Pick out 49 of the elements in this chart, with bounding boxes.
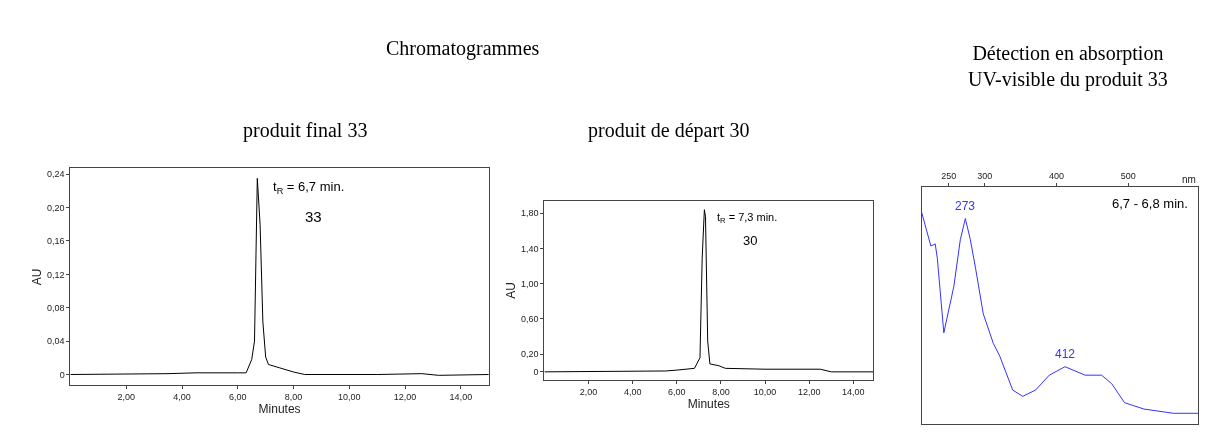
- chart-title: produit final 33: [243, 119, 368, 142]
- x-tick-label: 500: [1120, 171, 1136, 182]
- y-tick-label: 0,04: [47, 336, 65, 347]
- y-tick-label: 1,40: [521, 243, 539, 254]
- x-tick-label: 4,00: [623, 386, 642, 397]
- x-tick-label: 250: [941, 171, 957, 182]
- y-tick-label: 0,20: [521, 349, 539, 360]
- y-axis-title: AU: [504, 282, 519, 299]
- x-tick-label: 4,00: [173, 392, 191, 403]
- y-tick-label: 0,24: [47, 169, 65, 180]
- y-tick-label: 0,20: [47, 202, 65, 213]
- chart-title: produit de départ 30: [588, 119, 750, 142]
- x-tick-label: 8,00: [712, 386, 730, 397]
- annotation: 273: [955, 199, 976, 213]
- chart-title: Détection en absorption UV-visible du produit 33: [968, 42, 1168, 91]
- x-axis-title: nm: [1182, 174, 1196, 185]
- y-tick-label: 0,60: [521, 314, 539, 325]
- x-tick-label: 6,00: [668, 386, 686, 397]
- x-tick-label: 8,00: [284, 392, 303, 403]
- x-axis-title: Minutes: [687, 396, 730, 411]
- x-tick-label: 14,00: [449, 392, 473, 403]
- annotation: 30: [743, 233, 758, 248]
- line-series: [70, 177, 489, 376]
- y-tick-label: 0,12: [47, 269, 65, 280]
- y-tick-label: 0: [533, 367, 539, 378]
- y-tick-label: 1,80: [521, 208, 539, 219]
- x-tick-label: 14,00: [842, 386, 865, 397]
- y-tick-label: 0,08: [47, 302, 65, 313]
- annotation: 412: [1055, 347, 1076, 361]
- text: Chromatogrammes: [386, 37, 540, 60]
- line-series: [544, 209, 874, 373]
- x-tick-label: 12,00: [393, 392, 417, 403]
- x-axis-title: Minutes: [258, 402, 301, 417]
- annotation: 33: [305, 208, 322, 225]
- annotation: t$_{R}$ = 6,7 min.: [273, 179, 345, 196]
- y-tick-label: 1,00: [521, 278, 539, 289]
- x-tick-label: 2,00: [117, 392, 135, 403]
- x-tick-label: 2,00: [579, 386, 598, 397]
- x-tick-label: 10,00: [338, 392, 361, 403]
- y-axis-title: AU: [30, 268, 45, 286]
- y-tick-label: 0: [59, 369, 65, 380]
- x-tick-label: 10,00: [753, 386, 777, 397]
- x-tick-label: 12,00: [797, 386, 821, 397]
- x-tick-label: 300: [977, 171, 993, 182]
- annotation: t$_{R}$ = 7,3 min.: [717, 211, 778, 226]
- x-tick-label: 6,00: [229, 392, 247, 403]
- text: 6,7 - 6,8 min.: [1112, 196, 1188, 211]
- y-tick-label: 0,16: [47, 236, 65, 247]
- x-tick-label: 400: [1048, 171, 1064, 182]
